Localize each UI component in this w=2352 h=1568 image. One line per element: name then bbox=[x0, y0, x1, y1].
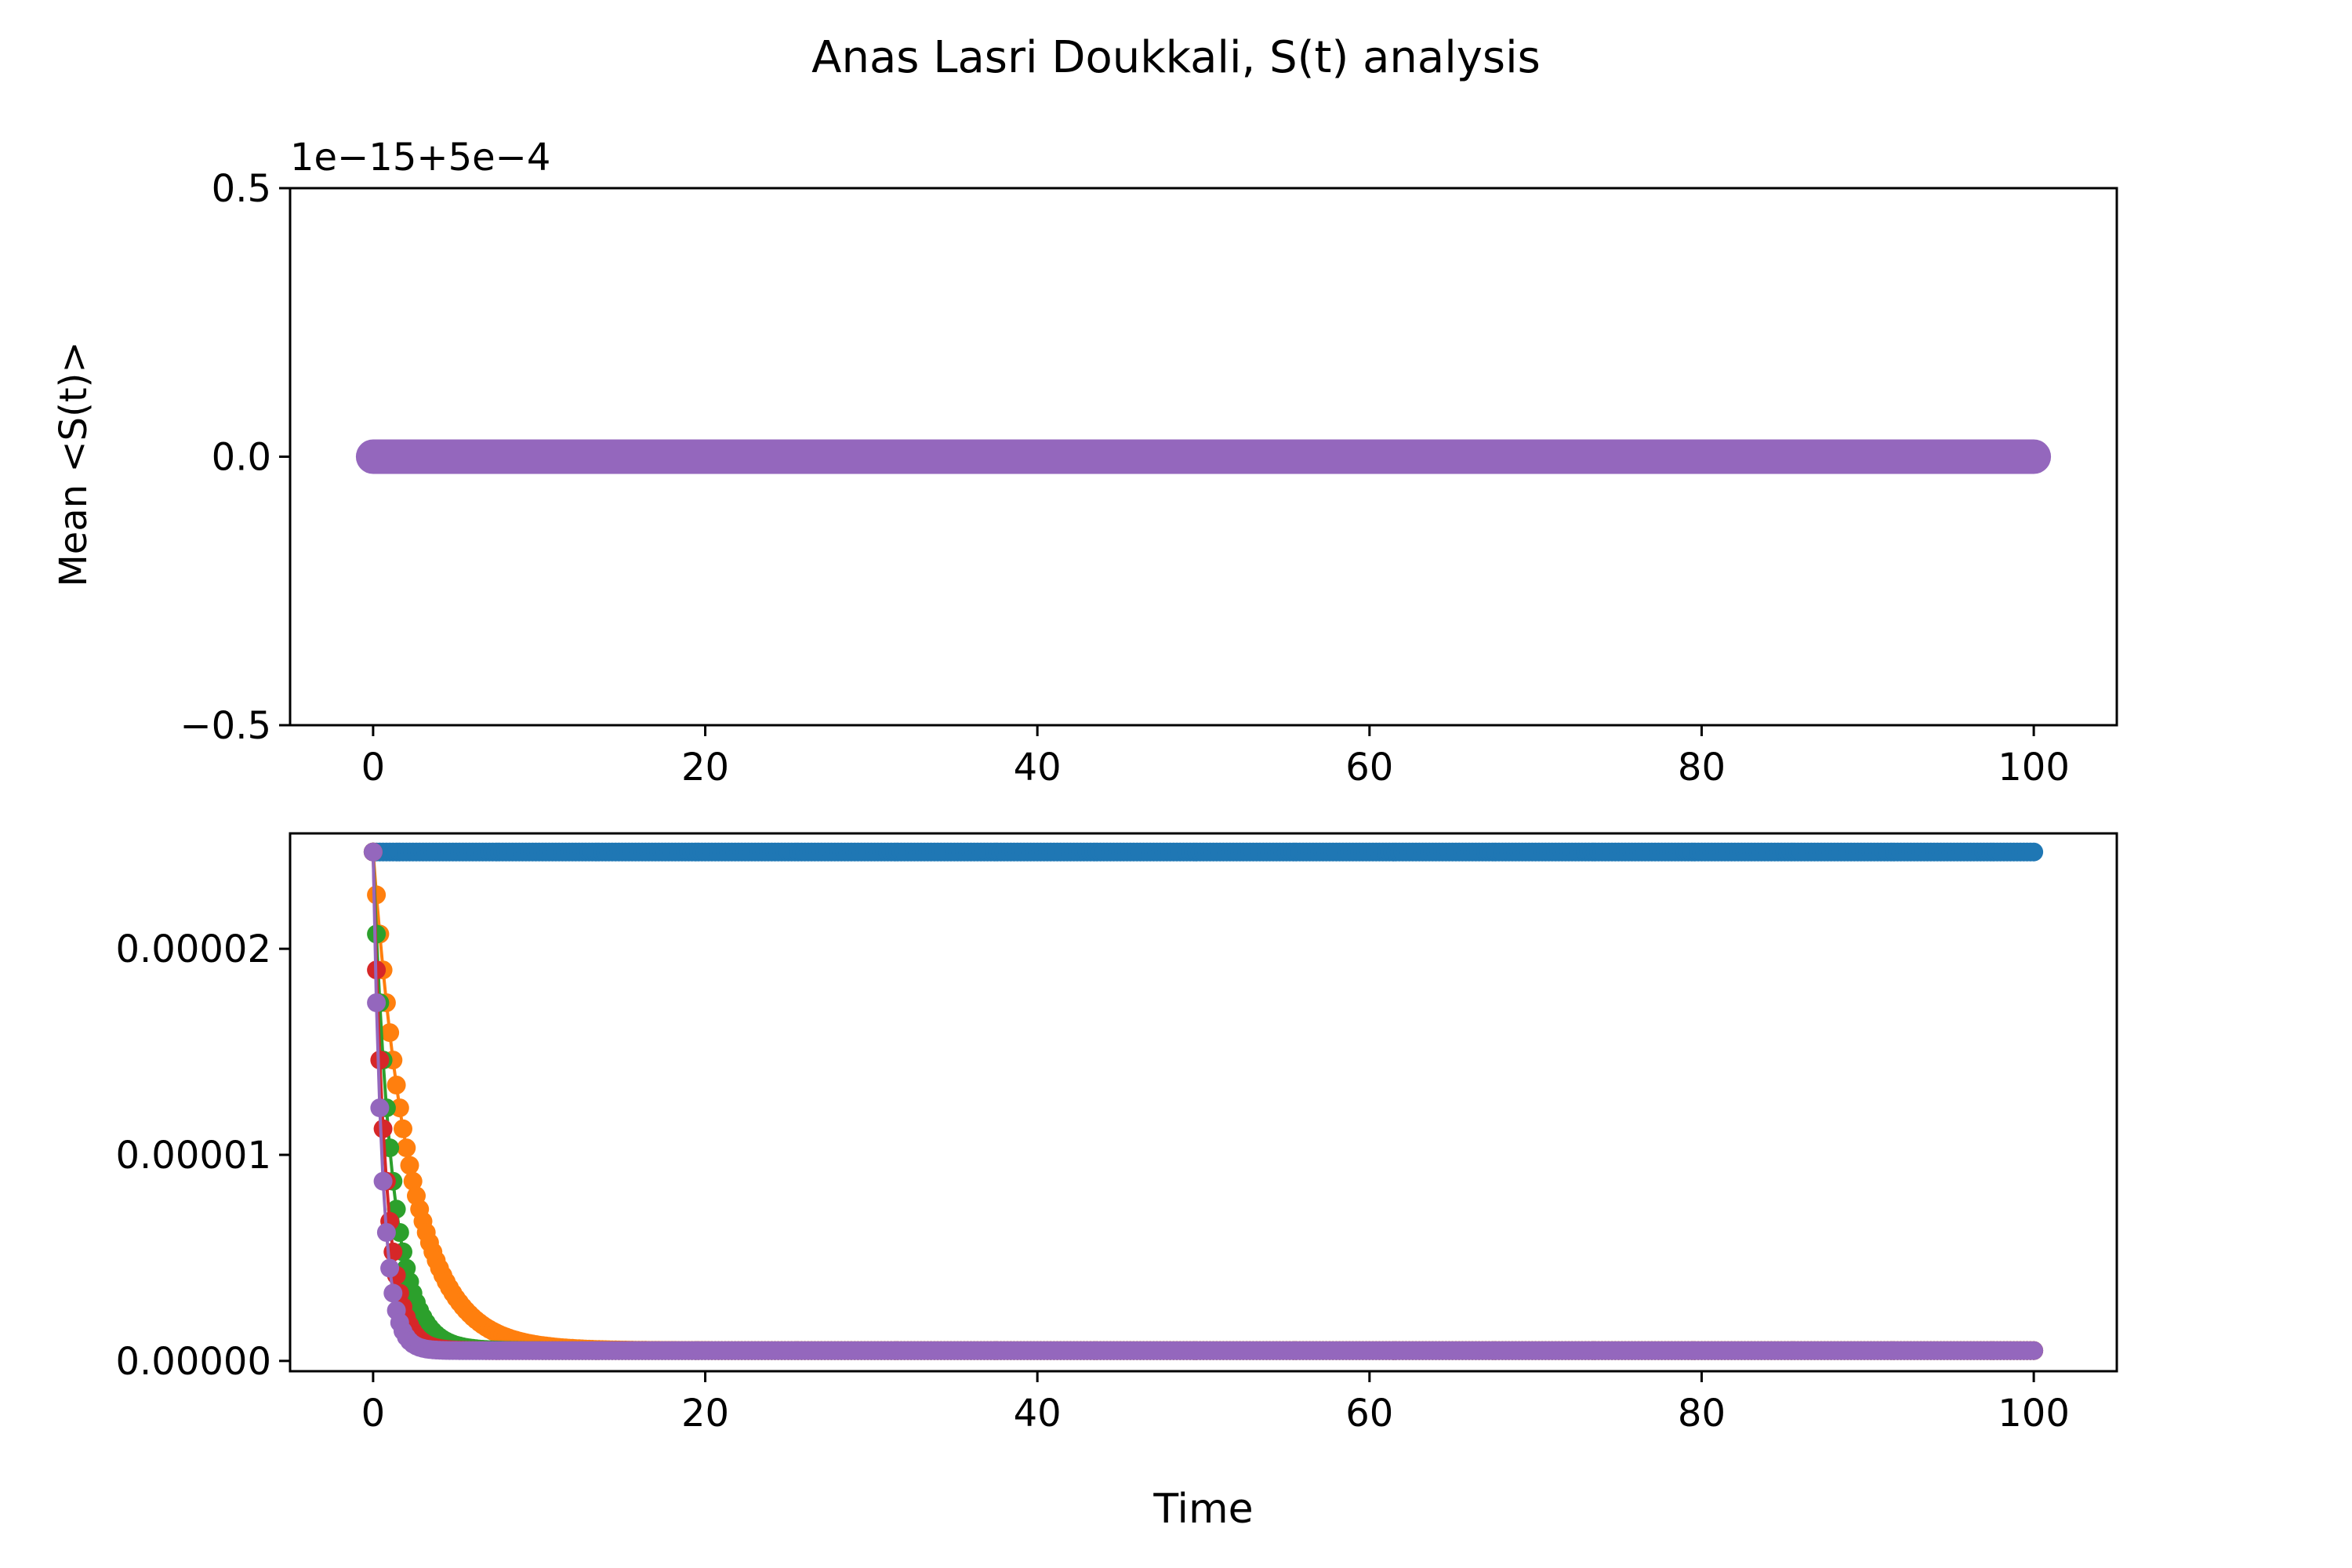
figure-title: Anas Lasri Doukkali, S(t) analysis bbox=[811, 32, 1541, 83]
bottom-series-point bbox=[373, 1171, 393, 1191]
bottom-series-point bbox=[397, 1138, 416, 1158]
bottom-series-point bbox=[387, 1076, 406, 1094]
bottom-y-tick-label: 0.00000 bbox=[116, 1340, 272, 1384]
bottom-plot-marks bbox=[363, 842, 2044, 1360]
bottom-panel: 0 20 40 60 80 100 0.00000 0.00001 0.00002 Time bbox=[116, 832, 2118, 1533]
bottom-series-point bbox=[390, 1098, 409, 1118]
bottom-x-tick-label: 20 bbox=[681, 1392, 729, 1436]
bottom-series-point bbox=[380, 1258, 400, 1278]
bottom-y-axis: 0.00000 0.00001 0.00002 bbox=[116, 927, 290, 1384]
top-x-tick-label: 80 bbox=[1678, 746, 1726, 789]
top-y-tick-label: 0.5 bbox=[212, 167, 271, 211]
bottom-series-point bbox=[403, 1171, 423, 1191]
bottom-x-axis: 0 20 40 60 80 100 bbox=[361, 1371, 2070, 1436]
bottom-series-point bbox=[373, 1119, 393, 1138]
bottom-x-tick-label: 100 bbox=[1998, 1392, 2070, 1436]
bottom-series-point bbox=[363, 842, 383, 862]
bottom-x-tick-label: 60 bbox=[1345, 1392, 1393, 1436]
top-x-tick-label: 20 bbox=[681, 746, 729, 789]
bottom-axes-frame bbox=[289, 832, 2118, 1373]
top-offset-label: 1e−15+5e−4 bbox=[290, 136, 550, 180]
top-panel: 0 20 40 60 80 100 −0.5 0.0 0.5 1e−15+5e−4 Mean … bbox=[52, 136, 2118, 789]
bottom-series-4 bbox=[363, 842, 2044, 1360]
bottom-x-tick-label: 80 bbox=[1678, 1392, 1726, 1436]
bottom-y-tick-label: 0.00002 bbox=[116, 927, 272, 971]
top-y-axis-label: Mean <S(t)> bbox=[52, 341, 96, 586]
top-axes-frame bbox=[289, 187, 2118, 727]
bottom-series-point bbox=[367, 993, 387, 1012]
bottom-series-point bbox=[2024, 1341, 2044, 1360]
top-x-tick-label: 0 bbox=[361, 746, 386, 789]
bottom-y-tick-label: 0.00001 bbox=[116, 1134, 272, 1178]
bottom-series-point bbox=[2024, 842, 2044, 862]
bottom-series-point bbox=[394, 1119, 412, 1138]
top-y-tick-label: 0.0 bbox=[212, 436, 271, 480]
top-y-tick-label: −0.5 bbox=[180, 704, 271, 748]
top-x-axis: 0 20 40 60 80 100 bbox=[361, 725, 2070, 789]
bottom-series-point bbox=[400, 1156, 419, 1175]
bottom-series-point bbox=[370, 1098, 390, 1118]
bottom-x-tick-label: 0 bbox=[361, 1392, 386, 1436]
top-x-tick-label: 40 bbox=[1014, 746, 1062, 789]
bottom-x-axis-label: Time bbox=[1152, 1486, 1253, 1533]
bottom-series-point bbox=[380, 1023, 400, 1043]
top-y-axis: −0.5 0.0 0.5 bbox=[180, 167, 290, 748]
bottom-series-0 bbox=[363, 842, 2044, 862]
bottom-series-point bbox=[376, 1223, 396, 1242]
top-x-tick-label: 60 bbox=[1345, 746, 1393, 789]
bottom-series-point bbox=[367, 885, 387, 905]
bottom-x-tick-label: 40 bbox=[1014, 1392, 1062, 1436]
top-x-tick-label: 100 bbox=[1998, 746, 2070, 789]
bottom-series-point bbox=[383, 1283, 403, 1303]
